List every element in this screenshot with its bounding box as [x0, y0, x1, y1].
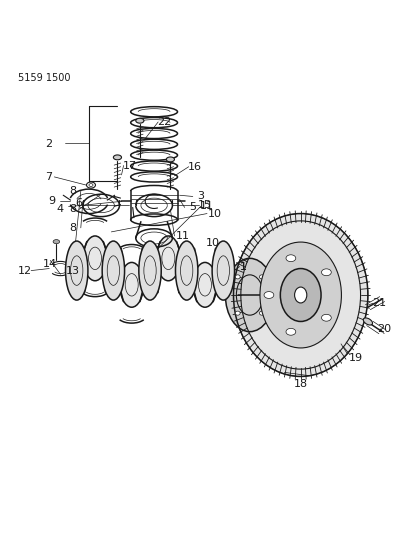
Ellipse shape — [156, 236, 180, 281]
Ellipse shape — [285, 255, 295, 262]
Ellipse shape — [53, 240, 59, 244]
Text: 15: 15 — [198, 200, 211, 211]
Ellipse shape — [321, 314, 330, 321]
Text: 2: 2 — [45, 139, 52, 149]
Ellipse shape — [233, 214, 367, 376]
Ellipse shape — [119, 262, 143, 307]
Ellipse shape — [280, 269, 320, 321]
Text: 6: 6 — [75, 198, 82, 208]
Text: 17: 17 — [122, 160, 136, 171]
Text: 1: 1 — [240, 262, 247, 271]
Text: 11: 11 — [200, 201, 213, 211]
Ellipse shape — [193, 262, 216, 307]
Text: 19: 19 — [348, 353, 362, 363]
Ellipse shape — [83, 236, 107, 281]
Ellipse shape — [166, 157, 174, 162]
Ellipse shape — [211, 241, 234, 300]
Text: 10: 10 — [206, 238, 220, 248]
Text: 5159 1500: 5159 1500 — [18, 73, 70, 83]
Text: 14: 14 — [43, 260, 57, 270]
Text: 8: 8 — [69, 205, 76, 214]
Text: 21: 21 — [371, 298, 385, 308]
Ellipse shape — [113, 155, 121, 160]
Ellipse shape — [135, 118, 144, 123]
Text: 9: 9 — [49, 196, 56, 206]
Ellipse shape — [259, 311, 264, 315]
Text: 8: 8 — [69, 186, 76, 196]
Text: 5: 5 — [189, 203, 196, 213]
Ellipse shape — [321, 269, 330, 276]
Text: 22: 22 — [157, 117, 171, 127]
Text: 13: 13 — [65, 266, 79, 277]
Ellipse shape — [175, 241, 198, 300]
Text: 18: 18 — [293, 379, 307, 389]
Text: 1: 1 — [240, 262, 247, 271]
Ellipse shape — [139, 241, 161, 300]
Ellipse shape — [285, 328, 295, 335]
Ellipse shape — [362, 318, 372, 325]
Text: 12: 12 — [18, 265, 32, 276]
Text: 16: 16 — [187, 161, 201, 172]
Ellipse shape — [294, 287, 306, 303]
Text: 10: 10 — [208, 208, 222, 219]
Ellipse shape — [102, 241, 124, 300]
Text: 20: 20 — [376, 324, 390, 334]
Text: 8: 8 — [69, 223, 76, 233]
Text: 7: 7 — [45, 172, 52, 182]
Ellipse shape — [225, 259, 274, 332]
Text: 3: 3 — [197, 191, 204, 201]
Ellipse shape — [65, 241, 88, 300]
Text: 11: 11 — [175, 231, 189, 241]
Ellipse shape — [235, 275, 240, 279]
Ellipse shape — [235, 311, 240, 315]
Ellipse shape — [259, 275, 264, 279]
Ellipse shape — [259, 242, 341, 348]
Text: 4: 4 — [57, 204, 64, 214]
Ellipse shape — [263, 292, 273, 298]
